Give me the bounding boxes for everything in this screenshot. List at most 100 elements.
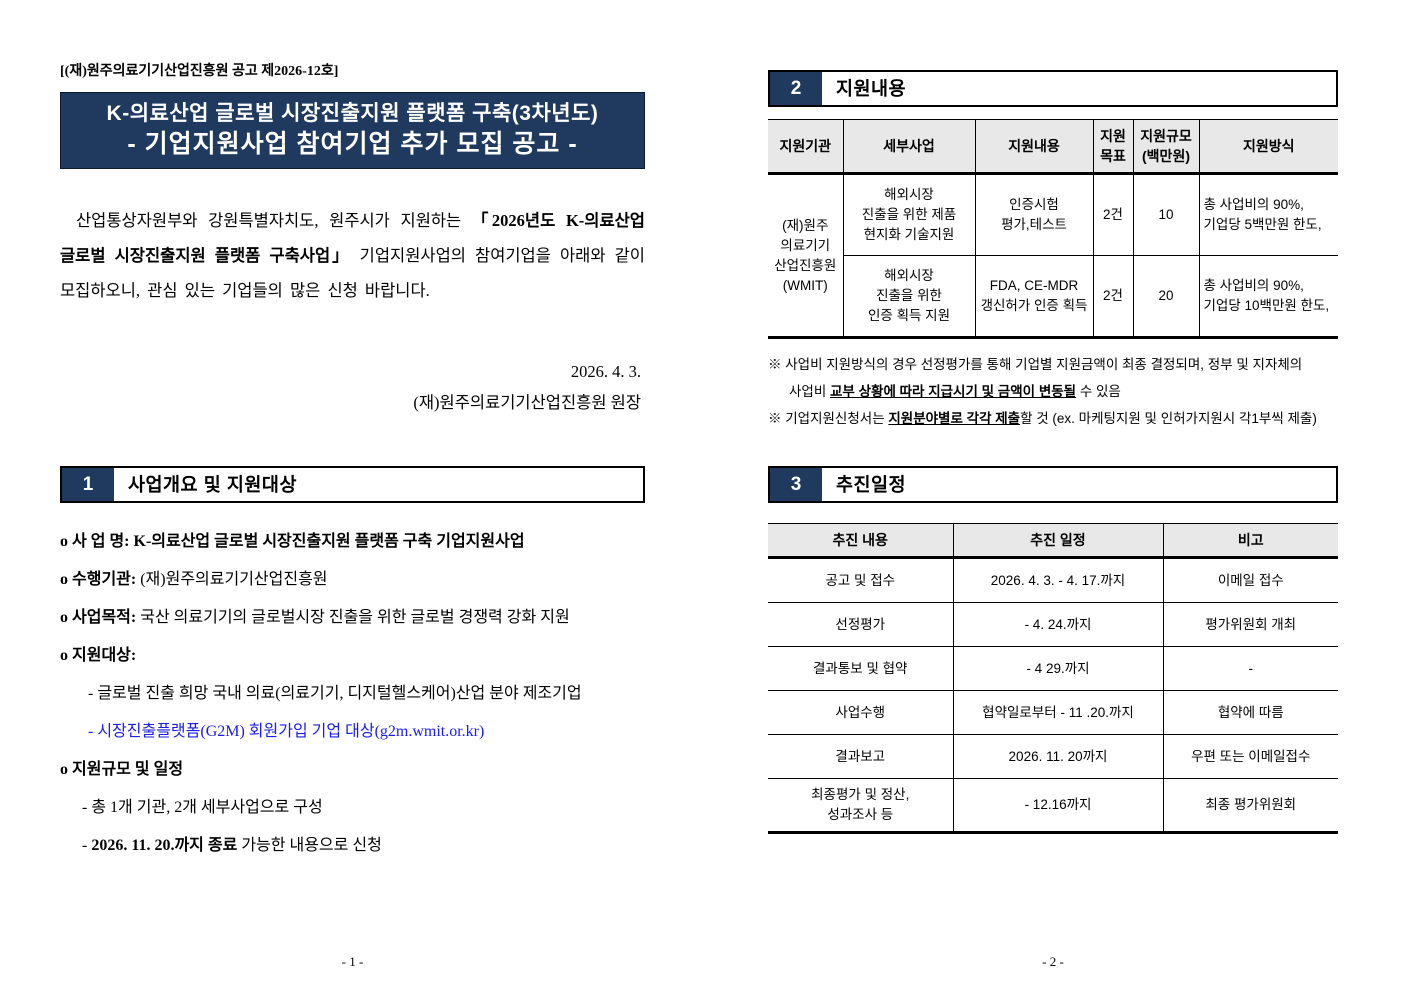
support-table-row-1: (재)원주 의료기기 산업진흥원 (WMIT) 해외시장 진출을 위한 제품 현… xyxy=(768,173,1338,338)
title-line-2: - 기업지원사업 참여기업 추가 모집 공고 - xyxy=(127,130,578,158)
section-3-title: 추진일정 xyxy=(836,474,907,495)
section-1-number: 1 xyxy=(62,468,114,501)
col-header-subproject: 세부사업 xyxy=(842,119,976,174)
cell-schedule: 협약일로부터 - 11 .20.까지 xyxy=(952,690,1164,735)
cell-remark: 평가위원회 개최 xyxy=(1162,602,1338,647)
cell-remark: 이메일 접수 xyxy=(1162,557,1338,603)
note-text: ※ 기업지원신청서는 xyxy=(768,411,889,426)
announcement-date: 2026. 4. 3. xyxy=(570,362,641,381)
schedule-row-execute: 사업수행 협약일로부터 - 11 .20.까지 협약에 따름 xyxy=(768,690,1338,735)
cell-activity: 사업수행 xyxy=(768,690,954,735)
schedule-row-announce: 공고 및 접수 2026. 4. 3. - 4. 17.까지 이메일 접수 xyxy=(768,557,1338,603)
section-2-title: 지원내용 xyxy=(836,78,907,99)
note-text-tail: 수 있음 xyxy=(1076,384,1121,399)
col-header-activity: 추진 내용 xyxy=(768,523,954,558)
schedule-row-notify: 결과통보 및 협약 - 4 29.까지 - xyxy=(768,646,1338,691)
cell-subproject: 해외시장 진출을 위한 제품 현지화 기술지원 xyxy=(842,173,976,256)
cell-schedule: - 12.16까지 xyxy=(952,778,1164,833)
cell-scale: 20 xyxy=(1132,255,1200,338)
bullet-label: o 지원규모 및 일정 xyxy=(60,761,184,778)
footnote-1-line-2: 사업비 교부 상황에 따라 지급시기 및 금액이 변동될 수 있음 xyxy=(768,378,1338,405)
schedule-table: 추진 내용 추진 일정 비고 공고 및 접수 2026. 4. 3. - 4. … xyxy=(768,523,1338,834)
section-3-number: 3 xyxy=(770,468,822,501)
bullet-target: o 지원대상: xyxy=(60,645,645,667)
cell-content: 인증시험 평가,테스트 xyxy=(974,173,1094,256)
page-number-1: - 1 - xyxy=(341,954,364,969)
cell-subproject: 해외시장 진출을 위한 인증 획득 지원 xyxy=(843,255,976,338)
col-header-schedule: 추진 일정 xyxy=(952,523,1164,558)
cell-activity: 선정평가 xyxy=(768,602,954,647)
cell-remark: - xyxy=(1162,646,1338,691)
bullet-label: o 사업목적: xyxy=(60,609,141,626)
section-1-title: 사업개요 및 지원대상 xyxy=(128,474,297,495)
bullet-label: o 지원대상: xyxy=(60,647,137,664)
cell-activity: 공고 및 접수 xyxy=(768,557,954,603)
cell-schedule: 2026. 11. 20까지 xyxy=(952,734,1164,779)
bullet-target-detail-1: - 글로벌 진출 희망 국내 의료(의료기기, 디지털헬스케어)산업 분야 제조… xyxy=(88,685,582,702)
cell-schedule: - 4. 24.까지 xyxy=(952,602,1164,647)
cell-target: 2건 xyxy=(1092,173,1134,256)
cell-remark: 협약에 따름 xyxy=(1162,690,1338,735)
note-emphasis: 교부 상황에 따라 지급시기 및 금액이 변동될 xyxy=(830,384,1077,399)
bullet-value: 국산 의료기기의 글로벌시장 진출을 위한 글로벌 경쟁력 강화 지원 xyxy=(140,609,570,626)
section-2-number: 2 xyxy=(770,72,822,105)
footnotes: ※ 사업비 지원방식의 경우 선정평가를 통해 기업별 지원금액이 최종 결정되… xyxy=(768,351,1338,432)
cell-method: 총 사업비의 90%, 기업당 5백만원 한도, xyxy=(1198,173,1338,256)
schedule-row-evaluation: 선정평가 - 4. 24.까지 평가위원회 개최 xyxy=(768,602,1338,647)
bullet-value: K-의료산업 글로벌 시장진출지원 플랫폼 구축 기업지원사업 xyxy=(133,533,525,550)
intro-text: 산업통상자원부와 강원특별자치도, 원주시가 지원하는 xyxy=(76,211,472,230)
schedule-header-row: 추진 내용 추진 일정 비고 xyxy=(768,523,1338,558)
title-line-1: K-의료산업 글로벌 시장진출지원 플랫폼 구축(3차년도) xyxy=(106,102,599,125)
col-header-remark: 비고 xyxy=(1162,523,1338,558)
section-1-header: 1 사업개요 및 지원대상 xyxy=(60,466,645,503)
cell-schedule: 2026. 4. 3. - 4. 17.까지 xyxy=(952,557,1164,603)
bullet-purpose: o 사업목적: 국산 의료기기의 글로벌시장 진출을 위한 글로벌 경쟁력 강화… xyxy=(60,607,645,629)
bullet-project-name: o 사 업 명: K-의료산업 글로벌 시장진출지원 플랫폼 구축 기업지원사업 xyxy=(60,531,645,553)
document-page-2: 2 지원내용 지원기관 세부사업 지원내용 지원 목표 지원규모 (백만원) 지… xyxy=(768,60,1338,970)
schedule-row-final: 최종평가 및 정산, 성과조사 등 - 12.16까지 최종 평가위원회 xyxy=(768,778,1338,833)
dash: - xyxy=(82,837,92,854)
section-1-body: o 사 업 명: K-의료산업 글로벌 시장진출지원 플랫폼 구축 기업지원사업… xyxy=(60,531,645,857)
title-banner: K-의료산업 글로벌 시장진출지원 플랫폼 구축(3차년도) - 기업지원사업 … xyxy=(60,92,645,169)
note-text: 사업비 xyxy=(789,384,831,399)
cell-activity: 결과통보 및 협약 xyxy=(768,646,954,691)
note-text-tail: 할 것 (ex. 마케팅지원 및 인허가지원시 각1부씩 제출) xyxy=(1020,411,1317,426)
tail-text: 가능한 내용으로 신청 xyxy=(237,837,382,854)
notice-number: [(재)원주의료기기산업진흥원 공고 제2026-12호] xyxy=(60,64,339,79)
bullet-value: (재)원주의료기기산업진흥원 xyxy=(140,571,328,588)
col-header-method: 지원방식 xyxy=(1198,119,1338,174)
cell-schedule: - 4 29.까지 xyxy=(952,646,1164,691)
cell-method: 총 사업비의 90%, 기업당 10백만원 한도, xyxy=(1198,255,1338,338)
schedule-row-report: 결과보고 2026. 11. 20까지 우편 또는 이메일접수 xyxy=(768,734,1338,779)
page-number-2: - 2 - xyxy=(1042,954,1064,969)
intro-paragraph: 산업통상자원부와 강원특별자치도, 원주시가 지원하는 「2026년도 K-의료… xyxy=(60,203,645,308)
cell-content: FDA, CE-MDR 갱신허가 인증 획득 xyxy=(974,255,1094,338)
bullet-label: o 수행기관: xyxy=(60,571,141,588)
section-3-header: 3 추진일정 xyxy=(768,466,1338,503)
bullet-scale: o 지원규모 및 일정 xyxy=(60,759,645,781)
bullet-label: o 사 업 명: xyxy=(60,533,134,550)
cell-remark: 우편 또는 이메일접수 xyxy=(1162,734,1338,779)
deadline-emphasis: 2026. 11. 20.까지 종료 xyxy=(91,837,238,854)
col-header-content: 지원내용 xyxy=(974,119,1094,174)
section-2-header: 2 지원내용 xyxy=(768,70,1338,107)
document-page-1: [(재)원주의료기기산업진흥원 공고 제2026-12호] K-의료산업 글로벌… xyxy=(60,60,645,970)
g2m-platform-link[interactable]: - 시장진출플랫폼(G2M) 회원가입 기업 대상(g2m.wmit.or.kr… xyxy=(88,723,485,740)
date-signature-block: 2026. 4. 3. (재)원주의료기기산업진흥원 원장 xyxy=(60,356,645,418)
cell-scale: 10 xyxy=(1132,173,1200,256)
issuer-signature: (재)원주의료기기산업진흥원 원장 xyxy=(413,393,641,412)
note-emphasis: 지원분야별로 각각 제출 xyxy=(888,411,1021,426)
bullet-scale-detail-2: - 2026. 11. 20.까지 종료 가능한 내용으로 신청 xyxy=(60,835,645,857)
support-table-row-2: 해외시장 진출을 위한 인증 획득 지원 FDA, CE-MDR 갱신허가 인증… xyxy=(768,255,1338,338)
bullet-agency: o 수행기관: (재)원주의료기기산업진흥원 xyxy=(60,569,645,591)
intro-text-tail: 기업지원사업의 참여기업을 아래와 같이 모집하오니, 관심 있는 기업들의 많… xyxy=(60,246,645,300)
col-header-org: 지원기관 xyxy=(768,119,844,174)
cell-activity: 결과보고 xyxy=(768,734,954,779)
cell-target: 2건 xyxy=(1092,255,1134,338)
cell-remark: 최종 평가위원회 xyxy=(1162,778,1338,833)
footnote-2: ※ 기업지원신청서는 지원분야별로 각각 제출할 것 (ex. 마케팅지원 및 … xyxy=(768,405,1338,432)
footnote-1-line-1: ※ 사업비 지원방식의 경우 선정평가를 통해 기업별 지원금액이 최종 결정되… xyxy=(768,357,1303,372)
col-header-target: 지원 목표 xyxy=(1092,119,1134,174)
cell-activity: 최종평가 및 정산, 성과조사 등 xyxy=(768,778,954,833)
support-table-header-row: 지원기관 세부사업 지원내용 지원 목표 지원규모 (백만원) 지원방식 xyxy=(768,119,1338,174)
